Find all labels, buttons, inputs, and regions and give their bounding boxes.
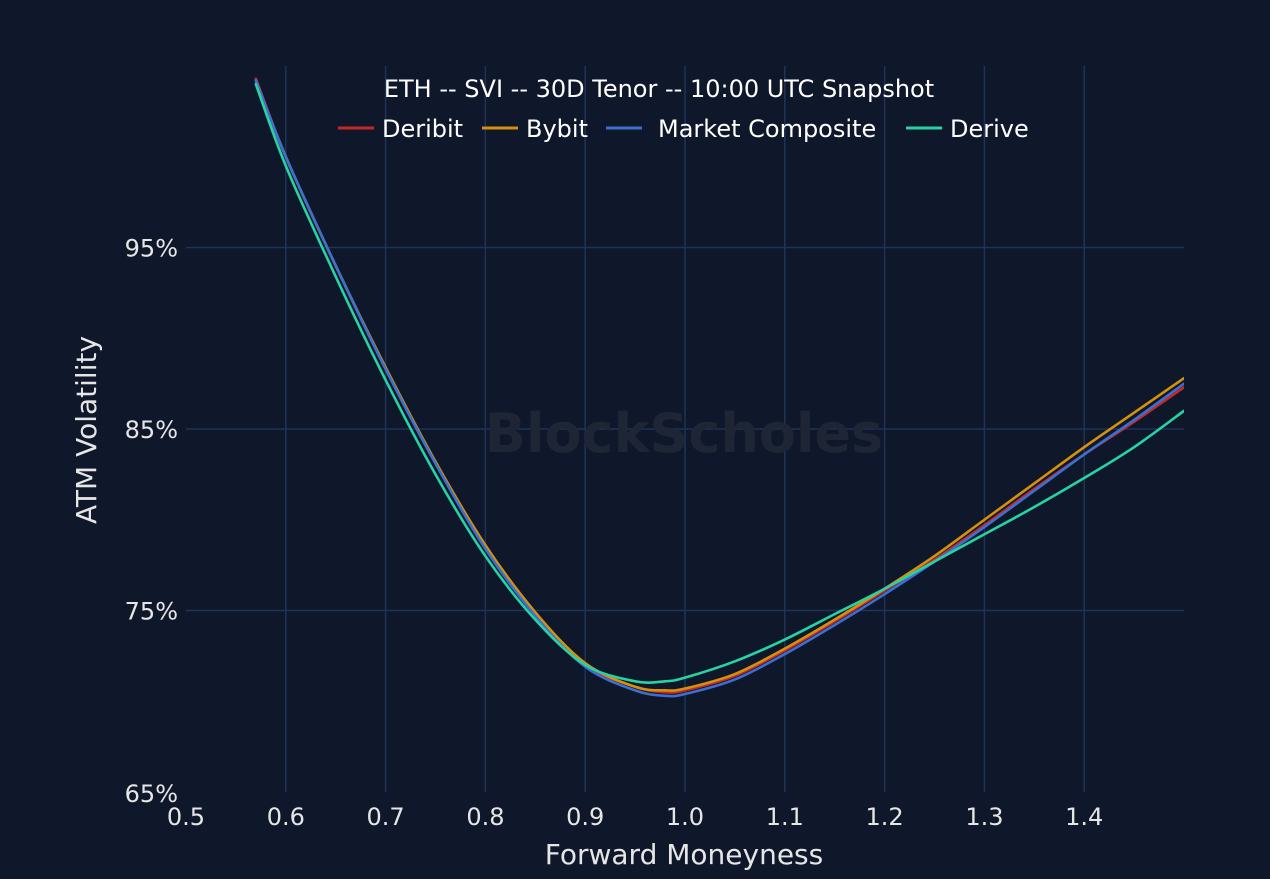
- legend-item-deribit[interactable]: Deribit: [338, 115, 463, 143]
- x-tick-label: 0.9: [566, 803, 604, 831]
- x-axis-title: Forward Moneyness: [545, 838, 823, 871]
- y-tick-label: 85%: [125, 416, 178, 444]
- grid-lines: [186, 66, 1184, 792]
- series-line-derive: [254, 82, 1184, 684]
- legend-item-derive[interactable]: Derive: [906, 115, 1029, 143]
- legend-item-market-composite[interactable]: Market Composite: [606, 115, 876, 143]
- legend-label: Derive: [950, 115, 1029, 143]
- legend-label: Bybit: [526, 115, 588, 143]
- x-tick-label: 1.1: [766, 803, 804, 831]
- x-tick-label: 0.5: [167, 803, 205, 831]
- y-axis-title: ATM Volatility: [70, 336, 103, 524]
- x-tick-label: 1.4: [1065, 803, 1103, 831]
- legend-item-bybit[interactable]: Bybit: [482, 115, 588, 143]
- legend: Deribit Bybit Market Composite Derive: [338, 115, 1029, 143]
- series-lines: [254, 77, 1184, 698]
- y-axis-ticks: 65% 75% 85% 95%: [125, 235, 178, 809]
- x-tick-label: 1.2: [866, 803, 904, 831]
- x-tick-label: 0.6: [267, 803, 305, 831]
- series-line-market-composite: [254, 79, 1184, 698]
- x-tick-label: 1.0: [666, 803, 704, 831]
- watermark: BlockScholes: [485, 402, 883, 465]
- chart-title: ETH -- SVI -- 30D Tenor -- 10:00 UTC Sna…: [384, 75, 934, 103]
- y-tick-label: 95%: [125, 235, 178, 263]
- legend-label: Deribit: [382, 115, 463, 143]
- x-tick-label: 0.8: [466, 803, 504, 831]
- x-tick-label: 0.7: [367, 803, 405, 831]
- y-tick-label: 65%: [125, 780, 178, 808]
- x-tick-label: 1.3: [965, 803, 1003, 831]
- legend-label: Market Composite: [658, 115, 876, 143]
- y-tick-label: 75%: [125, 598, 178, 626]
- x-axis-ticks: 0.5 0.6 0.7 0.8 0.9 1.0 1.1 1.2 1.3 1.4: [167, 803, 1103, 831]
